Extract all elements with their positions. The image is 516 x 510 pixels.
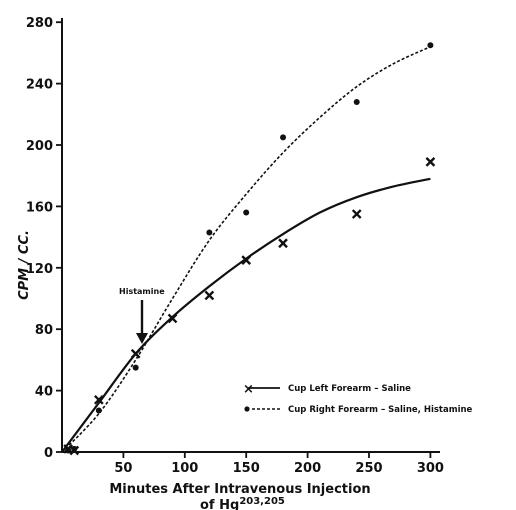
x-tick-label: 150 <box>233 461 260 476</box>
y-tick-label: 200 <box>26 139 53 154</box>
axis-ticks: 0 40 80 120 160 200 240 280 50 100 150 200 250 300 <box>26 16 444 476</box>
legend-item-right-forearm: Cup Right Forearm – Saline, Histamine <box>244 405 473 415</box>
data-point-dot <box>353 99 360 106</box>
x-tick-label: 100 <box>171 461 198 476</box>
x-tick-label: 50 <box>114 461 132 476</box>
data-point-x <box>167 313 178 324</box>
data-point-x <box>278 238 288 249</box>
legend: × Cup Left Forearm – Saline Cup Right Fo… <box>243 382 473 415</box>
y-tick-label: 40 <box>35 385 53 400</box>
y-axis-title: CPM / CC. <box>17 230 32 300</box>
legend-label-right-forearm: Cup Right Forearm – Saline, Histamine <box>288 405 473 415</box>
series-1 <box>61 157 436 456</box>
x-axis-title-superscript: 203,205 <box>239 496 285 507</box>
y-tick-label: 0 <box>44 446 53 461</box>
data-point-x <box>351 209 362 219</box>
series-2 <box>61 42 434 454</box>
legend-x-marker: × <box>243 382 254 397</box>
legend-item-left-forearm: × Cup Left Forearm – Saline <box>243 382 411 397</box>
data-point-dot <box>427 42 434 49</box>
x-tick-label: 200 <box>294 461 321 476</box>
histamine-arrow-head <box>136 333 148 344</box>
data-point-dot <box>206 229 213 236</box>
legend-dot-marker <box>244 406 250 412</box>
data-point-x <box>93 394 104 405</box>
data-point-x <box>425 157 436 167</box>
axis-titles: CPM / CC. Minutes After Intravenous Inje… <box>17 230 371 510</box>
y-tick-label: 80 <box>35 323 53 338</box>
axes <box>61 18 440 453</box>
data-point-dot <box>65 447 72 454</box>
y-tick-label: 160 <box>26 200 53 215</box>
x-tick-label: 300 <box>417 461 444 476</box>
data-point-dot <box>243 209 250 216</box>
histamine-label: Histamine <box>119 287 165 296</box>
y-tick-label: 280 <box>26 16 53 31</box>
x-axis-title-line2: of Hg203,205 <box>200 496 285 510</box>
data-point-x <box>241 255 252 265</box>
x-tick-label: 250 <box>355 461 382 476</box>
y-tick-label: 120 <box>26 262 53 277</box>
data-point-dot <box>95 407 102 414</box>
data-point-x <box>204 290 215 301</box>
data-point-dot <box>71 445 78 452</box>
data-point-dot <box>132 364 139 371</box>
legend-label-left-forearm: Cup Left Forearm – Saline <box>288 384 411 394</box>
annotation-layer: Histamine <box>119 287 165 344</box>
x-axis-title: Minutes After Intravenous Injection <box>109 482 370 497</box>
y-tick-label: 240 <box>26 78 53 93</box>
series-layer <box>61 42 436 456</box>
x-axis-title-hg: of Hg <box>200 498 239 510</box>
series-line <box>61 46 431 453</box>
data-point-dot <box>280 134 287 141</box>
